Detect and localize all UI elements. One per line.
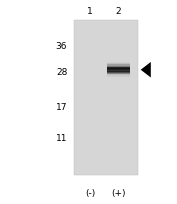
Bar bbox=[107, 69, 130, 70]
Bar bbox=[107, 67, 130, 68]
Polygon shape bbox=[141, 63, 151, 78]
Bar bbox=[107, 76, 130, 77]
Bar bbox=[107, 72, 130, 73]
Bar bbox=[107, 74, 130, 75]
Bar bbox=[107, 63, 130, 64]
Bar bbox=[107, 73, 130, 74]
Bar bbox=[107, 66, 130, 67]
Bar bbox=[74, 20, 138, 175]
Text: 36: 36 bbox=[56, 41, 67, 50]
Bar bbox=[107, 64, 130, 65]
Bar bbox=[107, 68, 130, 69]
Text: 17: 17 bbox=[56, 103, 67, 112]
Text: 28: 28 bbox=[56, 68, 67, 77]
Bar bbox=[107, 65, 130, 66]
Text: 2: 2 bbox=[116, 7, 121, 16]
Bar bbox=[107, 68, 130, 69]
Text: (+): (+) bbox=[111, 188, 126, 197]
Bar bbox=[107, 64, 130, 65]
Bar bbox=[107, 77, 130, 78]
Bar bbox=[107, 73, 130, 74]
Bar bbox=[107, 63, 130, 64]
Bar bbox=[107, 75, 130, 76]
Bar bbox=[107, 75, 130, 76]
Bar bbox=[107, 76, 130, 77]
Text: 1: 1 bbox=[87, 7, 93, 16]
Text: 11: 11 bbox=[56, 133, 67, 142]
Bar bbox=[107, 65, 130, 66]
Bar bbox=[107, 66, 130, 67]
Bar bbox=[107, 70, 130, 71]
Bar bbox=[107, 67, 130, 68]
Bar bbox=[107, 72, 130, 73]
Text: (-): (-) bbox=[85, 188, 95, 197]
Bar bbox=[107, 69, 130, 70]
Bar bbox=[107, 71, 130, 72]
Bar bbox=[107, 74, 130, 75]
